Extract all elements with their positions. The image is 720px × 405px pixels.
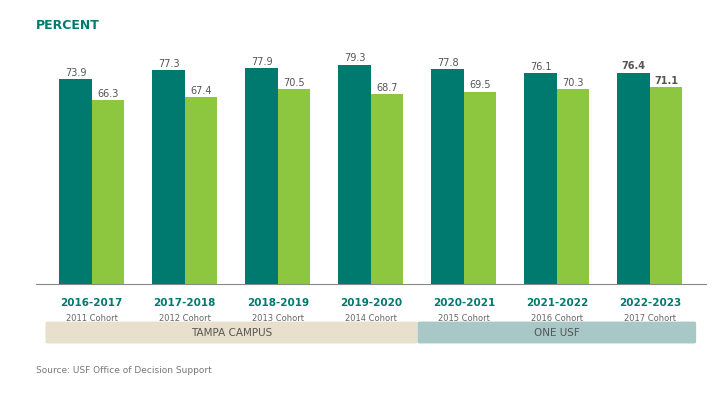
Bar xyxy=(59,79,92,284)
Text: 77.8: 77.8 xyxy=(437,58,459,68)
Bar xyxy=(278,89,310,284)
Text: 2020-2021: 2020-2021 xyxy=(433,298,495,308)
Text: 2017-2018: 2017-2018 xyxy=(153,298,216,308)
Text: 2012 Cohort: 2012 Cohort xyxy=(159,314,211,323)
Text: 2017 Cohort: 2017 Cohort xyxy=(624,314,676,323)
Text: 69.5: 69.5 xyxy=(469,81,491,90)
Text: 2021-2022: 2021-2022 xyxy=(526,298,588,308)
Bar xyxy=(371,94,403,284)
Text: ONE USF: ONE USF xyxy=(534,328,580,337)
Text: 2018-2019: 2018-2019 xyxy=(247,298,309,308)
Text: 73.9: 73.9 xyxy=(65,68,86,78)
Text: 76.1: 76.1 xyxy=(530,62,552,72)
Text: 2013 Cohort: 2013 Cohort xyxy=(252,314,304,323)
Bar xyxy=(464,92,496,284)
Text: 2015 Cohort: 2015 Cohort xyxy=(438,314,490,323)
Bar xyxy=(185,97,217,284)
Text: 77.3: 77.3 xyxy=(158,59,179,69)
Text: 70.3: 70.3 xyxy=(562,78,584,88)
Bar xyxy=(431,69,464,284)
Text: 71.1: 71.1 xyxy=(654,76,678,86)
Text: TAMPA CAMPUS: TAMPA CAMPUS xyxy=(191,328,272,337)
Bar xyxy=(650,87,683,284)
Text: 2016-2017: 2016-2017 xyxy=(60,298,123,308)
Bar xyxy=(557,90,590,284)
Text: 77.9: 77.9 xyxy=(251,57,272,67)
Bar xyxy=(92,100,125,284)
Bar xyxy=(152,70,185,284)
Text: 2011 Cohort: 2011 Cohort xyxy=(66,314,118,323)
Text: 76.4: 76.4 xyxy=(621,62,646,71)
Text: 70.5: 70.5 xyxy=(283,78,305,88)
Text: 79.3: 79.3 xyxy=(343,53,365,64)
Text: 67.4: 67.4 xyxy=(190,86,212,96)
Text: PERCENT: PERCENT xyxy=(36,19,100,32)
Text: 2019-2020: 2019-2020 xyxy=(340,298,402,308)
Text: 2022-2023: 2022-2023 xyxy=(618,298,681,308)
Text: 2014 Cohort: 2014 Cohort xyxy=(345,314,397,323)
Bar xyxy=(617,72,650,283)
Text: 2016 Cohort: 2016 Cohort xyxy=(531,314,582,323)
Text: 68.7: 68.7 xyxy=(377,83,398,93)
Bar xyxy=(524,73,557,283)
Bar xyxy=(246,68,278,284)
Text: 66.3: 66.3 xyxy=(97,90,119,99)
Bar xyxy=(338,64,371,283)
Text: Source: USF Office of Decision Support: Source: USF Office of Decision Support xyxy=(36,366,212,375)
